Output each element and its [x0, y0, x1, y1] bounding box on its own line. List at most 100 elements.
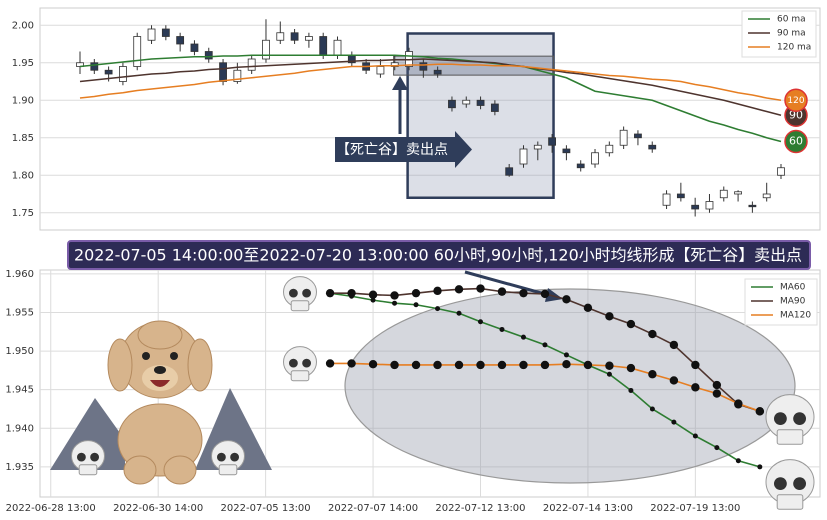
point	[605, 361, 614, 370]
candle-body	[462, 99, 471, 105]
point	[692, 433, 698, 439]
dog-snout	[142, 365, 178, 391]
x-tick-label: 2022-07-12 13:00	[435, 503, 525, 514]
candle-body	[219, 62, 227, 82]
candle-body	[519, 148, 528, 165]
legend-label: MA60	[780, 283, 806, 293]
point	[649, 406, 655, 412]
candle-body	[648, 144, 657, 150]
banner-box	[67, 240, 811, 270]
dog-eye	[170, 352, 178, 360]
y-tick-label: 1.85	[12, 133, 34, 144]
highlight-ellipse	[344, 288, 796, 484]
point	[648, 370, 657, 379]
highlight-box	[406, 32, 555, 199]
skull	[218, 464, 238, 476]
skull-eye	[774, 412, 787, 425]
y-tick-label: 1.95	[12, 58, 34, 69]
ma-line	[79, 54, 782, 143]
candle-body	[591, 152, 599, 165]
arrow-head	[392, 76, 408, 90]
point	[691, 383, 700, 392]
candle-body	[705, 201, 714, 210]
skull-eye	[289, 288, 298, 298]
candle-body	[548, 137, 557, 146]
point	[712, 380, 722, 390]
candle-body	[190, 43, 199, 52]
point	[520, 334, 526, 340]
candle-body	[634, 133, 642, 139]
skull-eye	[90, 452, 99, 462]
point	[433, 286, 442, 296]
point	[542, 342, 548, 348]
candle-body	[147, 28, 156, 41]
point	[605, 312, 614, 321]
candle-body	[133, 36, 142, 67]
skull	[78, 464, 98, 476]
x-tick-label: 2022-07-05 13:00	[221, 503, 311, 514]
y-tick-label: 1.940	[5, 423, 34, 434]
point	[648, 329, 657, 339]
dog	[163, 455, 197, 485]
candle-body	[104, 69, 113, 75]
point	[370, 297, 376, 303]
dog-mouth	[150, 380, 170, 387]
skull-eye	[302, 288, 311, 298]
legend-label: MA90	[780, 297, 806, 307]
skull	[290, 370, 310, 382]
point	[368, 359, 378, 369]
end-badge	[784, 88, 808, 112]
point	[392, 300, 398, 306]
candle-body	[290, 32, 299, 41]
candle-body	[304, 36, 313, 41]
x-tick-label: 2022-07-14 13:00	[543, 503, 633, 514]
legend-label: 90 ma	[777, 29, 806, 39]
y-tick-label: 1.960	[5, 269, 34, 280]
point	[476, 284, 485, 293]
skull-eye	[217, 452, 226, 462]
top-plot: 1.75 1.80 1.85 1.90 1.95 2.00 60 90 120 60 ma 90 m…	[12, 10, 820, 219]
skull-eye	[793, 412, 806, 425]
candle-body	[576, 163, 585, 169]
annotation: 【死亡谷】卖出点	[336, 142, 448, 158]
point	[411, 288, 421, 298]
candle-body	[90, 62, 99, 71]
candle-body	[734, 191, 742, 195]
point	[347, 288, 356, 298]
y-tick-label: 2.00	[12, 20, 34, 31]
point	[691, 360, 700, 370]
skull	[776, 494, 804, 510]
y-tick-label: 1.935	[5, 462, 34, 473]
point	[669, 376, 679, 385]
point	[669, 340, 679, 350]
candle-body	[176, 36, 185, 45]
dog	[123, 455, 157, 485]
point	[499, 326, 505, 332]
candle-body	[691, 204, 700, 210]
candle-body	[433, 69, 442, 75]
candle-body	[605, 144, 614, 154]
point	[433, 360, 442, 370]
candle-body	[533, 144, 542, 150]
point	[477, 319, 483, 325]
skull-eye	[77, 452, 86, 462]
candle-body	[490, 103, 499, 112]
dog	[107, 338, 133, 392]
point	[368, 290, 378, 299]
point	[626, 363, 636, 373]
candle-body	[119, 66, 127, 82]
x-tick-label: 2022-06-30 14:00	[113, 503, 203, 514]
candle-body	[204, 51, 213, 60]
end-badge-label: 90	[789, 108, 803, 121]
point	[390, 291, 399, 300]
point	[454, 285, 464, 294]
point	[497, 287, 507, 296]
skull-eye	[774, 477, 787, 490]
point	[626, 319, 636, 329]
candle-body	[233, 69, 242, 82]
skull-eye	[289, 358, 298, 368]
candle-body	[161, 28, 170, 37]
end-badge-label: 60	[789, 135, 803, 148]
end-badge	[784, 129, 808, 154]
point	[454, 360, 464, 370]
